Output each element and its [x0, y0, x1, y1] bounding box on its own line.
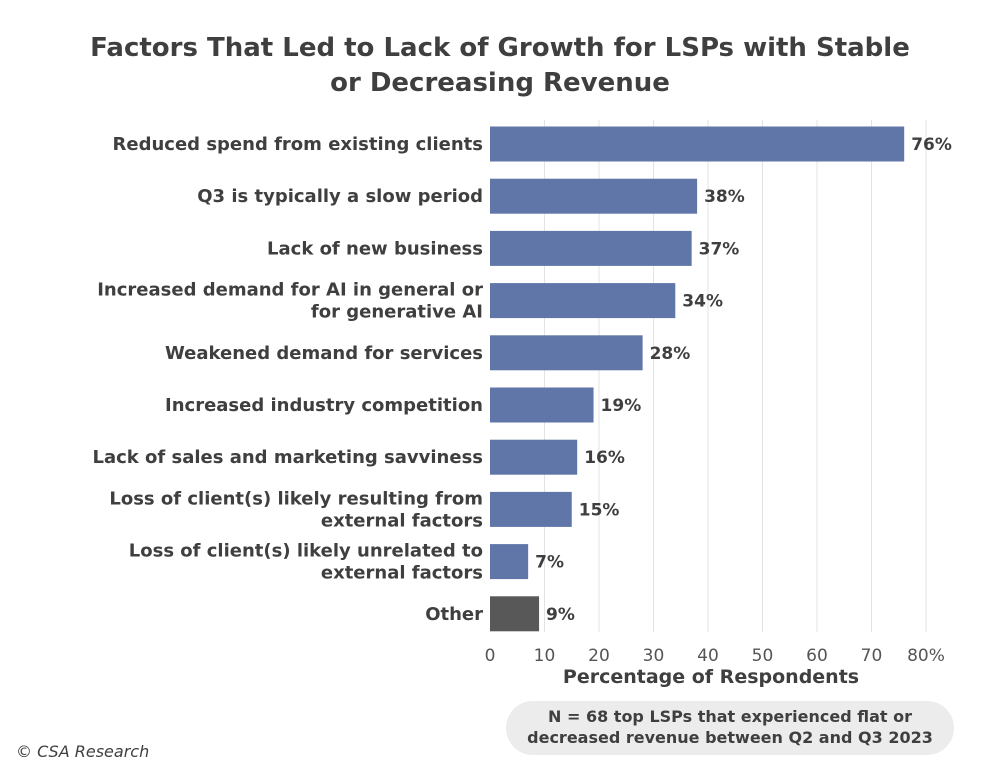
value-label: 15%	[579, 500, 620, 520]
x-axis-ticks: 0 10 20 30 40 50 60 70 80%	[485, 646, 945, 666]
sample-note-line: decreased revenue between Q2 and Q3 2023	[527, 728, 933, 747]
x-tick-label: 0	[485, 646, 496, 666]
bar	[490, 230, 692, 266]
category-label: Increased demand for AI in general or	[97, 280, 483, 301]
category-label: external factors	[321, 510, 483, 531]
category-label: Loss of client(s) likely resulting from	[109, 488, 483, 509]
category-label: Q3 is typically a slow period	[197, 186, 483, 207]
chart-title-line: or Decreasing Revenue	[330, 68, 670, 98]
value-label: 7%	[535, 553, 564, 573]
x-tick-label: 30	[643, 646, 665, 666]
x-tick-label: 20	[588, 646, 610, 666]
sample-note-line: N = 68 top LSPs that experienced flat or	[548, 707, 912, 726]
bar	[490, 387, 594, 423]
chart-title-line: Factors That Led to Lack of Growth for L…	[90, 33, 910, 63]
x-tick-label: 40	[697, 646, 719, 666]
x-tick-label: 60	[806, 646, 828, 666]
category-label: Weakened demand for services	[165, 343, 483, 364]
x-tick-label: 80%	[907, 646, 945, 666]
category-label: external factors	[321, 563, 483, 584]
value-label: 37%	[699, 239, 740, 259]
category-labels: Reduced spend from existing clients Q3 is…	[93, 134, 484, 625]
category-label: Reduced spend from existing clients	[113, 134, 483, 155]
category-label: Loss of client(s) likely unrelated to	[129, 541, 483, 562]
value-labels: 76% 38% 37% 34% 28% 19% 16% 15% 7% 9%	[535, 135, 952, 625]
copyright-text: © CSA Research	[16, 742, 149, 761]
bar	[490, 178, 698, 214]
bar	[490, 335, 643, 371]
x-tick-label: 50	[752, 646, 774, 666]
x-axis-title: Percentage of Respondents	[563, 666, 859, 688]
sample-note-box	[506, 701, 954, 755]
bar	[490, 283, 676, 319]
bar	[490, 596, 540, 632]
bar	[490, 439, 578, 475]
value-label: 28%	[650, 344, 691, 364]
category-label: Increased industry competition	[165, 395, 483, 416]
bar	[490, 491, 572, 527]
value-label: 38%	[704, 187, 745, 207]
value-label: 19%	[601, 396, 642, 416]
bar	[490, 126, 905, 162]
bar	[490, 544, 529, 580]
category-label: Lack of sales and marketing savviness	[93, 447, 483, 468]
value-label: 9%	[546, 605, 575, 625]
bars	[490, 126, 905, 632]
sample-note: N = 68 top LSPs that experienced flat or…	[506, 701, 954, 755]
value-label: 16%	[584, 448, 625, 468]
x-tick-label: 10	[534, 646, 556, 666]
category-label: Lack of new business	[267, 238, 483, 259]
value-label: 34%	[682, 292, 723, 312]
value-label: 76%	[911, 135, 952, 155]
x-tick-label: 70	[861, 646, 883, 666]
category-label: for generative AI	[311, 302, 483, 323]
category-label: Other	[425, 604, 483, 625]
chart-title: Factors That Led to Lack of Growth for L…	[90, 33, 910, 98]
